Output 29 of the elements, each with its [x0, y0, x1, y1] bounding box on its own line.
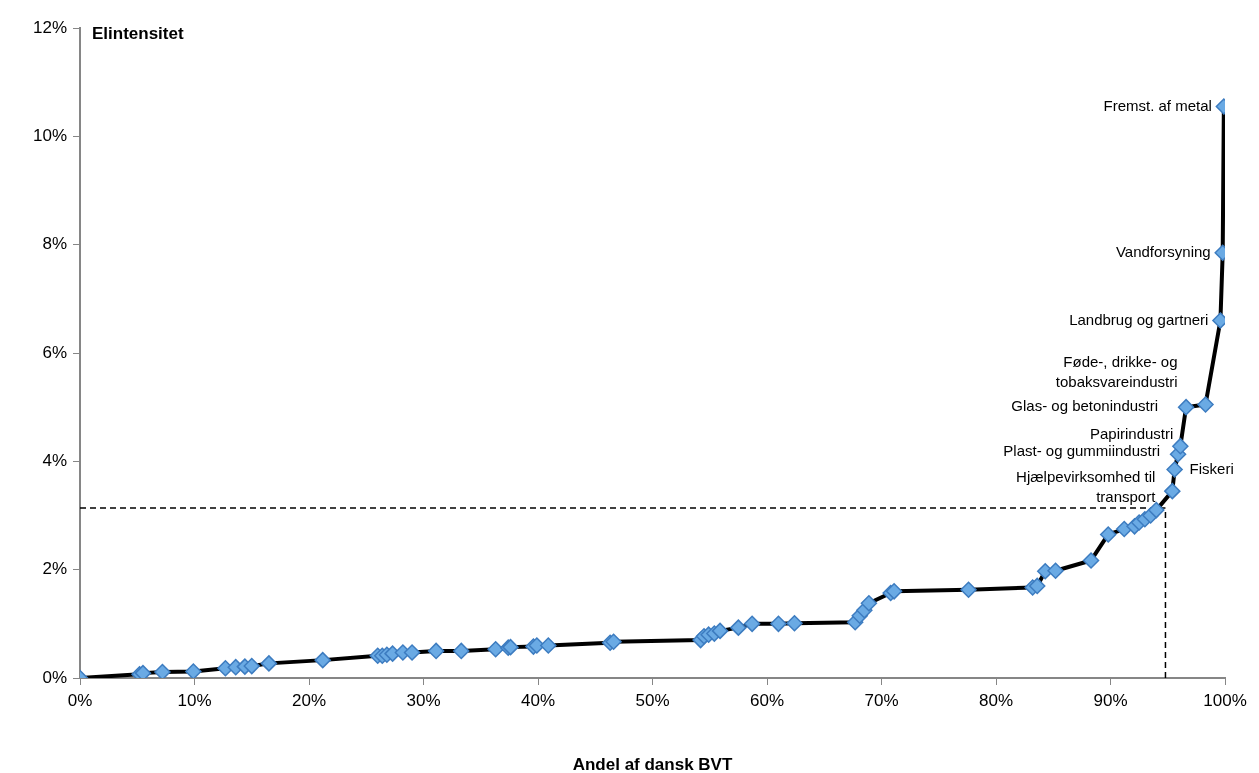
annotation: Hjælpevirksomhed til transport [1016, 468, 1157, 506]
annotation: Fremst. af metal [1103, 96, 1212, 114]
x-tick-label: 30% [406, 690, 441, 710]
x-tick-label: 70% [864, 690, 899, 710]
y-tick-label: 4% [42, 451, 67, 471]
x-tick-label: 80% [978, 690, 1014, 710]
x-tick-label: 0% [67, 690, 93, 710]
annotation: Vandforsyning [1115, 242, 1211, 260]
x-tick-label: 60% [749, 690, 785, 710]
x-tick-label: 50% [635, 690, 670, 710]
y-axis-title: Elintensitet [92, 23, 184, 43]
x-tick-label: 100% [1203, 690, 1247, 710]
y-tick-label: 12% [32, 17, 67, 37]
y-tick-label: 0% [42, 667, 67, 687]
x-axis-title: Andel af dansk BVT [572, 754, 733, 773]
x-tick-label: 10% [177, 690, 212, 710]
annotation: Plast- og gummiindustri [1003, 442, 1161, 460]
x-tick-label: 20% [291, 690, 327, 710]
annotation: Fiskeri [1189, 459, 1234, 477]
x-tick-label: 40% [520, 690, 556, 710]
y-tick-label: 8% [42, 234, 67, 254]
annotation: Papirindustri [1089, 425, 1174, 443]
annotation: Føde-, drikke- og tobaksvareindustri [1055, 352, 1178, 390]
annotation: Glas- og betonindustri [1011, 397, 1159, 415]
y-tick-label: 6% [42, 342, 67, 362]
x-tick-label: 90% [1093, 690, 1128, 710]
y-tick-label: 2% [42, 559, 67, 579]
annotation: Landbrug og gartneri [1069, 310, 1209, 328]
y-tick-label: 10% [32, 126, 67, 146]
